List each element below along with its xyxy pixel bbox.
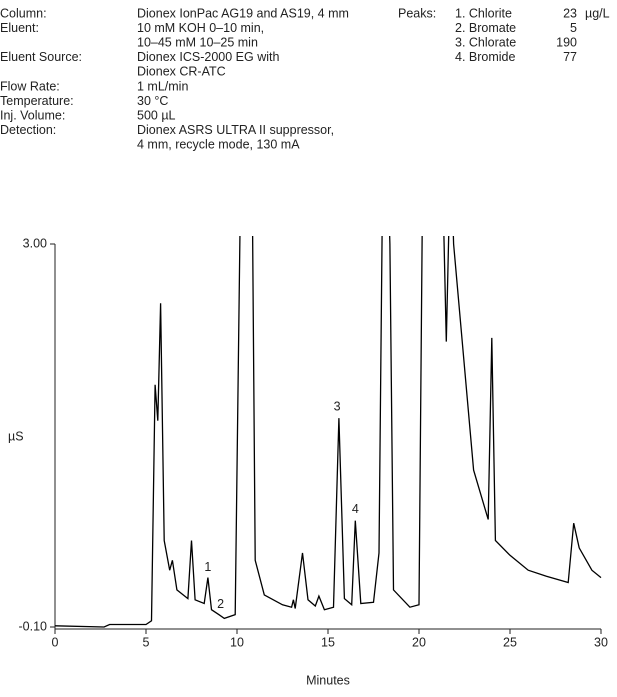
peak-annotation: 1	[204, 560, 211, 574]
condition-label: Temperature:	[0, 94, 74, 108]
peak-name: 1. Chlorite	[455, 6, 512, 20]
condition-value: Dionex ICS-2000 EG with	[137, 50, 279, 64]
condition-value: Dionex ASRS ULTRA II suppressor,	[137, 123, 334, 137]
condition-value: Dionex CR-ATC	[137, 65, 226, 79]
condition-value: 10–45 mM 10–25 min	[137, 35, 258, 49]
x-tick-label: 15	[321, 635, 335, 649]
peak-annotation: 3	[334, 399, 341, 413]
peak-name: 3. Chlorate	[455, 35, 516, 49]
condition-value: 1 mL/min	[137, 79, 188, 93]
y-axis-label: µS	[8, 429, 24, 443]
x-tick-label: 25	[503, 635, 517, 649]
condition-label: Inj. Volume:	[0, 108, 65, 122]
peak-name: 4. Bromide	[455, 50, 515, 64]
peak-value: 190	[556, 35, 577, 49]
peak-unit: µg/L	[585, 6, 610, 20]
condition-label: Eluent Source:	[0, 50, 82, 64]
condition-label: Flow Rate:	[0, 79, 60, 93]
peaks-label: Peaks:	[398, 6, 436, 20]
x-tick-label: 0	[52, 635, 59, 649]
x-tick-label: 30	[594, 635, 608, 649]
condition-value: 4 mm, recycle mode, 130 mA	[137, 138, 300, 152]
condition-label: Eluent:	[0, 21, 39, 35]
signal-line	[55, 236, 602, 628]
condition-value: 30 °C	[137, 94, 168, 108]
condition-label: Column:	[0, 6, 47, 20]
condition-value: Dionex IonPac AG19 and AS19, 4 mm	[137, 6, 349, 20]
y-tick-label: 3.00	[23, 236, 47, 250]
x-axis-label: Minutes	[306, 673, 350, 687]
peak-value: 5	[570, 21, 577, 35]
y-tick-label: -0.10	[19, 619, 48, 633]
condition-label: Detection:	[0, 123, 56, 137]
condition-value: 500 µL	[137, 108, 176, 122]
peak-annotation: 4	[352, 502, 359, 516]
x-tick-label: 10	[230, 635, 244, 649]
peak-annotation: 2	[217, 597, 224, 611]
x-tick-label: 5	[143, 635, 150, 649]
x-tick-label: 20	[412, 635, 426, 649]
peak-name: 2. Bromate	[455, 21, 516, 35]
peak-value: 23	[563, 6, 577, 20]
condition-value: 10 mM KOH 0–10 min,	[137, 21, 264, 35]
peak-value: 77	[563, 50, 577, 64]
